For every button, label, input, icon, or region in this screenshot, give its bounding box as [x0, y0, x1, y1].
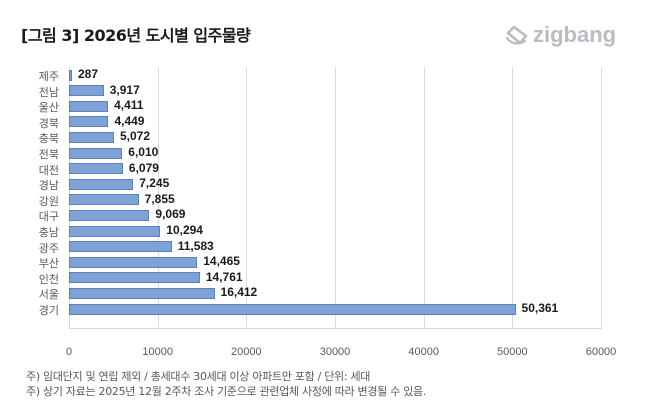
x-tick-label: 60000	[585, 346, 617, 358]
category-label: 경남	[38, 179, 59, 193]
category-label: 충남	[38, 226, 59, 239]
category-label: 부산	[38, 257, 59, 271]
value-label: 7,245	[139, 176, 170, 191]
category-label: 전남	[38, 85, 59, 99]
value-label: 14,761	[205, 269, 243, 284]
x-tick-label: 0	[65, 346, 73, 358]
logo-text: zigbang	[533, 22, 617, 47]
category-label: 울산	[38, 101, 59, 115]
bar-row: 서울 16,412	[39, 285, 601, 301]
gridline	[335, 67, 336, 329]
category-label: 서울	[38, 288, 59, 302]
category-label: 광주	[38, 241, 59, 255]
value-label: 16,412	[220, 285, 258, 300]
bar-row: 제주 287	[39, 67, 601, 83]
category-label: 경북	[38, 116, 59, 130]
zigbang-logo: zigbang	[505, 22, 616, 48]
value-label: 50,361	[521, 301, 559, 315]
chart-title: [그림 3] 2026년 도시별 입주물량	[21, 26, 251, 45]
gridline	[512, 67, 514, 329]
bar	[69, 163, 123, 175]
value-label: 287	[78, 67, 99, 81]
category-label: 제주	[38, 70, 59, 83]
bar	[69, 256, 198, 268]
x-tick-label: 10000	[142, 346, 173, 358]
gridline	[423, 67, 425, 329]
category-label: 대구	[38, 210, 59, 224]
value-label: 14,465	[203, 254, 240, 269]
value-label: 6,010	[128, 145, 159, 159]
bar-row: 경남 7,245	[39, 176, 601, 192]
bar	[69, 241, 172, 253]
bar-row: 경기 50,361	[39, 301, 601, 317]
bar-row: 충북 5,072	[39, 129, 601, 145]
category-label: 전북	[38, 148, 59, 161]
value-label: 5,072	[119, 129, 150, 144]
bar	[69, 209, 150, 221]
bar-row: 울산 4,411	[39, 98, 601, 114]
gridline	[601, 67, 602, 329]
bar-row: 충남 10,294	[39, 223, 601, 239]
x-tick-label: 50000	[497, 346, 528, 358]
x-tick-label: 20000	[231, 346, 262, 358]
gridline	[246, 67, 248, 329]
bar-row: 대전 6,079	[39, 160, 601, 177]
bar-row: 강원 7,855	[39, 191, 601, 208]
gridline	[157, 67, 159, 329]
category-label: 충북	[38, 132, 59, 146]
value-label: 7,855	[144, 191, 175, 206]
x-tick-label: 40000	[408, 346, 439, 358]
bar-row: 대구 9,069	[39, 207, 601, 223]
bar-row: 경북 4,449	[39, 113, 601, 130]
value-label: 11,583	[177, 238, 214, 253]
value-label: 4,449	[114, 113, 145, 128]
bar	[69, 272, 200, 284]
bar	[69, 147, 123, 159]
value-label: 10,294	[166, 223, 203, 237]
bar	[69, 303, 516, 315]
bar	[69, 131, 114, 143]
value-label: 4,411	[114, 98, 144, 113]
bar	[69, 194, 139, 206]
category-label: 대전	[38, 163, 59, 177]
value-label: 9,069	[155, 207, 186, 222]
bar-row: 부산 14,465	[39, 254, 601, 270]
value-label: 6,079	[128, 160, 159, 175]
category-label: 인천	[38, 272, 59, 286]
bar	[69, 100, 109, 112]
bar	[69, 225, 161, 237]
bar	[69, 178, 134, 190]
bar	[69, 287, 215, 299]
plot-area: 제주 287 전남 3,917 울산 4,411 경북 4,449 충북 5,072 전북 6,010…	[39, 67, 602, 329]
bar	[69, 116, 109, 128]
zigbang-logo-icon	[505, 25, 528, 45]
x-tick-label: 30000	[319, 346, 351, 358]
value-label: 3,917	[109, 82, 140, 97]
footnote-2: 주) 상기 자료는 2025년 12월 2주차 조사 기준으로 관련업체 사정에…	[26, 385, 427, 398]
category-label: 강원	[38, 194, 59, 208]
bar-row: 광주 11,583	[39, 238, 601, 255]
bar-row: 전북 6,010	[39, 145, 601, 161]
category-label: 경기	[38, 304, 59, 317]
bar	[69, 85, 104, 97]
footnote-1: 주) 임대단지 및 연립 제외 / 총세대수 30세대 이상 아파트만 포함 /…	[26, 370, 371, 383]
bar	[69, 69, 72, 81]
bar-row: 인천 14,761	[39, 269, 601, 286]
bar-row: 전남 3,917	[39, 82, 601, 99]
